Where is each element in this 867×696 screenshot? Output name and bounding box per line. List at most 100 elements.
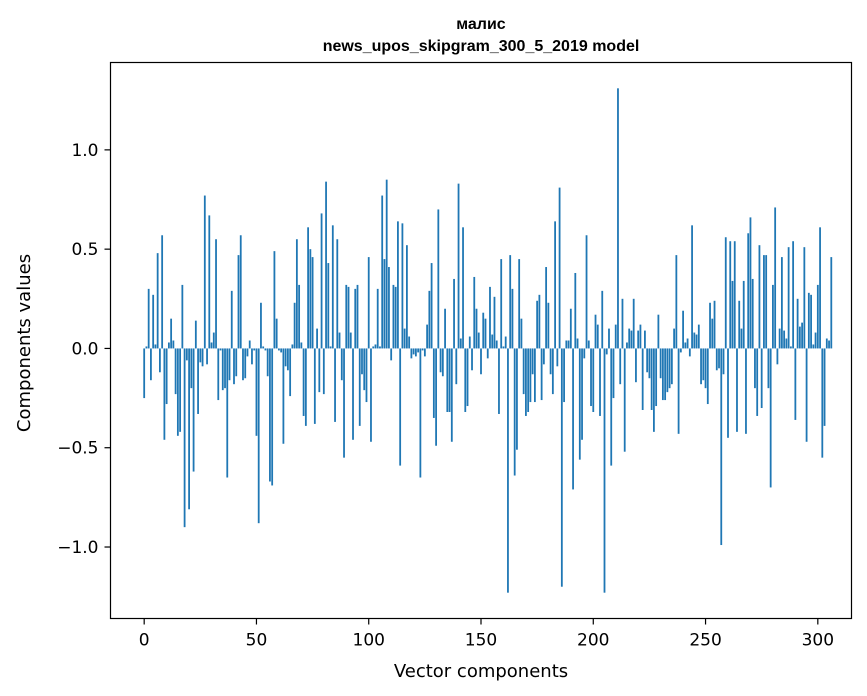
bar [507, 348, 509, 593]
bar [749, 217, 752, 349]
bar [684, 342, 687, 349]
bar [556, 348, 559, 367]
bar [329, 346, 332, 349]
bar [266, 348, 269, 377]
bar [201, 348, 204, 367]
bar [596, 324, 599, 349]
bar [394, 286, 397, 349]
y-tick-label: 1.0 [71, 141, 98, 161]
bar [167, 342, 170, 349]
bar [457, 183, 460, 349]
y-tick-label: 0.5 [71, 240, 98, 260]
bar [542, 348, 545, 365]
bar [560, 348, 563, 587]
bar [349, 332, 352, 349]
bar [307, 227, 309, 349]
bar [439, 348, 442, 373]
bar [718, 348, 720, 369]
bar [608, 328, 610, 349]
bar [414, 348, 417, 357]
bar [731, 280, 734, 349]
bar [495, 340, 498, 349]
x-tick-label: 300 [802, 631, 834, 651]
bar [165, 348, 168, 405]
bar [188, 348, 190, 510]
bar [284, 348, 287, 367]
bar [500, 259, 503, 349]
bar [563, 348, 565, 403]
bar [246, 348, 249, 357]
bar [477, 332, 480, 349]
bar [176, 348, 179, 436]
bar [621, 298, 624, 349]
bar [733, 241, 736, 349]
bar [233, 348, 235, 385]
bar [480, 348, 482, 375]
bar [763, 255, 765, 349]
bar [367, 257, 370, 349]
bar [435, 348, 437, 446]
bar [372, 346, 375, 349]
bar [293, 302, 296, 349]
bar [711, 318, 714, 349]
bar [657, 314, 660, 349]
bar [242, 348, 244, 381]
bar [767, 348, 770, 389]
bar [464, 348, 467, 412]
bar [412, 348, 415, 355]
bar [370, 348, 372, 442]
bar [304, 348, 307, 426]
bar [785, 338, 788, 349]
bar [682, 310, 684, 349]
bar [644, 330, 646, 349]
bar [641, 348, 644, 410]
bar [156, 253, 159, 349]
bar [549, 348, 552, 375]
bar [340, 348, 343, 381]
bar [538, 294, 541, 349]
bar [358, 348, 361, 426]
bar [248, 340, 251, 349]
bar [812, 344, 815, 349]
bar [536, 300, 539, 349]
bar [379, 346, 381, 349]
bar [605, 348, 608, 355]
bar [693, 332, 696, 349]
bar [159, 348, 161, 373]
bar [217, 348, 220, 401]
bar [540, 348, 543, 401]
bar [215, 239, 217, 349]
bar [172, 340, 175, 349]
bar [484, 318, 487, 349]
bar [789, 346, 792, 349]
bar-series [143, 88, 833, 593]
bar [417, 348, 420, 353]
bar [253, 348, 256, 351]
bar [794, 348, 797, 420]
bar [697, 324, 700, 349]
bar [239, 235, 242, 349]
bar [722, 348, 725, 375]
bar [612, 348, 615, 399]
bar [823, 348, 826, 426]
bar [529, 348, 532, 403]
bar [316, 328, 318, 349]
bar [150, 348, 152, 381]
bar [471, 348, 473, 371]
bar [650, 348, 653, 410]
bar [385, 179, 388, 349]
bar [347, 286, 350, 349]
bar [599, 348, 601, 416]
bar [365, 348, 368, 403]
bar [235, 348, 238, 377]
bar [628, 328, 631, 349]
bar [466, 348, 469, 407]
bar [230, 290, 233, 349]
chart-subtitle: news_upos_skipgram_300_5_2019 model [323, 38, 640, 55]
bar [576, 338, 579, 349]
chart-title: малис [456, 16, 506, 33]
bar [269, 348, 271, 482]
bar [455, 348, 458, 385]
